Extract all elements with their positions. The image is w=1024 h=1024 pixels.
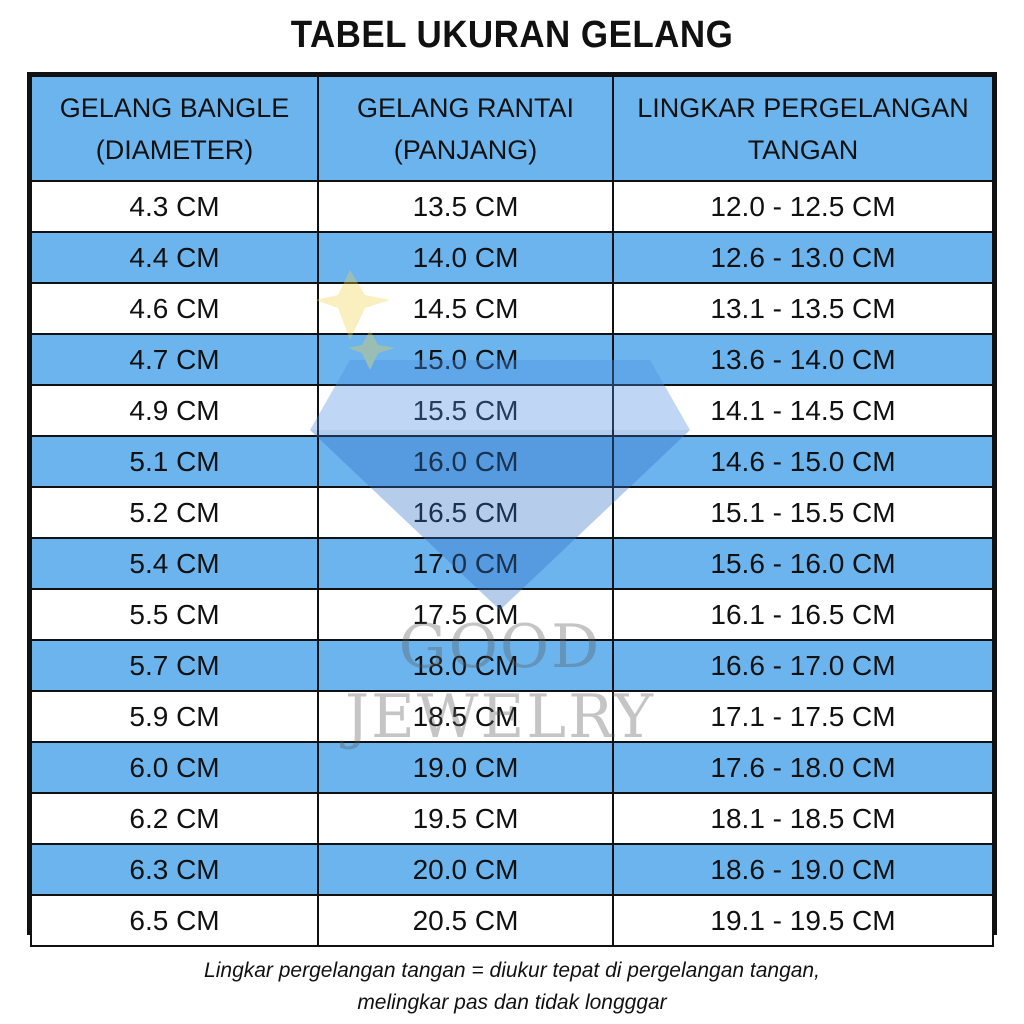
- cell-chain-length: 14.5 CM: [317, 282, 614, 335]
- table-row: 5.2 CM 16.5 CM 15.1 - 15.5 CM: [30, 486, 994, 539]
- cell-chain-length: 19.0 CM: [317, 741, 614, 794]
- table-row: 4.3 CM 13.5 CM 12.0 - 12.5 CM: [30, 180, 994, 233]
- cell-chain-length: 16.0 CM: [317, 435, 614, 488]
- cell-bangle-diameter: 4.3 CM: [30, 180, 319, 233]
- column-header-bangle: GELANG BANGLE (DIAMETER): [30, 75, 319, 182]
- cell-wrist-circumference: 13.1 - 13.5 CM: [612, 282, 994, 335]
- cell-wrist-circumference: 12.0 - 12.5 CM: [612, 180, 994, 233]
- cell-wrist-circumference: 13.6 - 14.0 CM: [612, 333, 994, 386]
- cell-bangle-diameter: 6.3 CM: [30, 843, 319, 896]
- cell-bangle-diameter: 6.0 CM: [30, 741, 319, 794]
- cell-wrist-circumference: 12.6 - 13.0 CM: [612, 231, 994, 284]
- cell-chain-length: 17.5 CM: [317, 588, 614, 641]
- table-row: 5.9 CM 18.5 CM 17.1 - 17.5 CM: [30, 690, 994, 743]
- cell-bangle-diameter: 5.2 CM: [30, 486, 319, 539]
- table-row: 6.2 CM 19.5 CM 18.1 - 18.5 CM: [30, 792, 994, 845]
- table-row: 6.3 CM 20.0 CM 18.6 - 19.0 CM: [30, 843, 994, 896]
- cell-chain-length: 19.5 CM: [317, 792, 614, 845]
- cell-wrist-circumference: 18.1 - 18.5 CM: [612, 792, 994, 845]
- table-row: 4.6 CM 14.5 CM 13.1 - 13.5 CM: [30, 282, 994, 335]
- header-line: TANGAN: [747, 134, 859, 165]
- cell-bangle-diameter: 5.9 CM: [30, 690, 319, 743]
- cell-bangle-diameter: 4.7 CM: [30, 333, 319, 386]
- table-row: 5.5 CM 17.5 CM 16.1 - 16.5 CM: [30, 588, 994, 641]
- cell-wrist-circumference: 15.1 - 15.5 CM: [612, 486, 994, 539]
- cell-bangle-diameter: 5.7 CM: [30, 639, 319, 692]
- cell-bangle-diameter: 4.9 CM: [30, 384, 319, 437]
- column-header-chain: GELANG RANTAI (PANJANG): [317, 75, 614, 182]
- cell-bangle-diameter: 4.6 CM: [30, 282, 319, 335]
- column-header-wrist: LINGKAR PERGELANGAN TANGAN: [612, 75, 994, 182]
- cell-chain-length: 17.0 CM: [317, 537, 614, 590]
- cell-chain-length: 18.0 CM: [317, 639, 614, 692]
- table-row: 5.7 CM 18.0 CM 16.6 - 17.0 CM: [30, 639, 994, 692]
- cell-chain-length: 20.0 CM: [317, 843, 614, 896]
- cell-bangle-diameter: 6.2 CM: [30, 792, 319, 845]
- cell-wrist-circumference: 14.1 - 14.5 CM: [612, 384, 994, 437]
- header-line: LINGKAR PERGELANGAN: [637, 92, 969, 123]
- cell-wrist-circumference: 17.6 - 18.0 CM: [612, 741, 994, 794]
- table-row: 6.0 CM 19.0 CM 17.6 - 18.0 CM: [30, 741, 994, 794]
- table-row: 6.5 CM 20.5 CM 19.1 - 19.5 CM: [30, 894, 994, 947]
- cell-wrist-circumference: 15.6 - 16.0 CM: [612, 537, 994, 590]
- header-line: GELANG RANTAI: [356, 92, 575, 123]
- cell-bangle-diameter: 4.4 CM: [30, 231, 319, 284]
- cell-wrist-circumference: 16.6 - 17.0 CM: [612, 639, 994, 692]
- size-table: GELANG BANGLE (DIAMETER) GELANG RANTAI (PA…: [27, 72, 997, 947]
- table-row: 4.7 CM 15.0 CM 13.6 - 14.0 CM: [30, 333, 994, 386]
- table-row: 4.9 CM 15.5 CM 14.1 - 14.5 CM: [30, 384, 994, 437]
- cell-bangle-diameter: 5.5 CM: [30, 588, 319, 641]
- table-header-row: GELANG BANGLE (DIAMETER) GELANG RANTAI (PA…: [30, 75, 994, 182]
- cell-chain-length: 20.5 CM: [317, 894, 614, 947]
- cell-chain-length: 18.5 CM: [317, 690, 614, 743]
- cell-bangle-diameter: 6.5 CM: [30, 894, 319, 947]
- cell-chain-length: 15.5 CM: [317, 384, 614, 437]
- cell-wrist-circumference: 19.1 - 19.5 CM: [612, 894, 994, 947]
- cell-chain-length: 14.0 CM: [317, 231, 614, 284]
- cell-wrist-circumference: 16.1 - 16.5 CM: [612, 588, 994, 641]
- table-row: 5.1 CM 16.0 CM 14.6 - 15.0 CM: [30, 435, 994, 488]
- cell-bangle-diameter: 5.4 CM: [30, 537, 319, 590]
- header-line: GELANG BANGLE: [59, 92, 290, 123]
- header-line: (PANJANG): [393, 134, 538, 165]
- header-line: (DIAMETER): [95, 134, 254, 165]
- table-row: 4.4 CM 14.0 CM 12.6 - 13.0 CM: [30, 231, 994, 284]
- cell-chain-length: 15.0 CM: [317, 333, 614, 386]
- page-title: TABEL UKURAN GELANG: [290, 14, 734, 56]
- footnote-line-2: melingkar pas dan tidak longggar: [357, 991, 667, 1014]
- cell-wrist-circumference: 18.6 - 19.0 CM: [612, 843, 994, 896]
- table-row: 5.4 CM 17.0 CM 15.6 - 16.0 CM: [30, 537, 994, 590]
- footnote-line-1: Lingkar pergelangan tangan = diukur tepa…: [204, 959, 820, 982]
- footnote: Lingkar pergelangan tangan = diukur tepa…: [0, 955, 1024, 1019]
- cell-chain-length: 16.5 CM: [317, 486, 614, 539]
- cell-wrist-circumference: 14.6 - 15.0 CM: [612, 435, 994, 488]
- cell-bangle-diameter: 5.1 CM: [30, 435, 319, 488]
- cell-wrist-circumference: 17.1 - 17.5 CM: [612, 690, 994, 743]
- cell-chain-length: 13.5 CM: [317, 180, 614, 233]
